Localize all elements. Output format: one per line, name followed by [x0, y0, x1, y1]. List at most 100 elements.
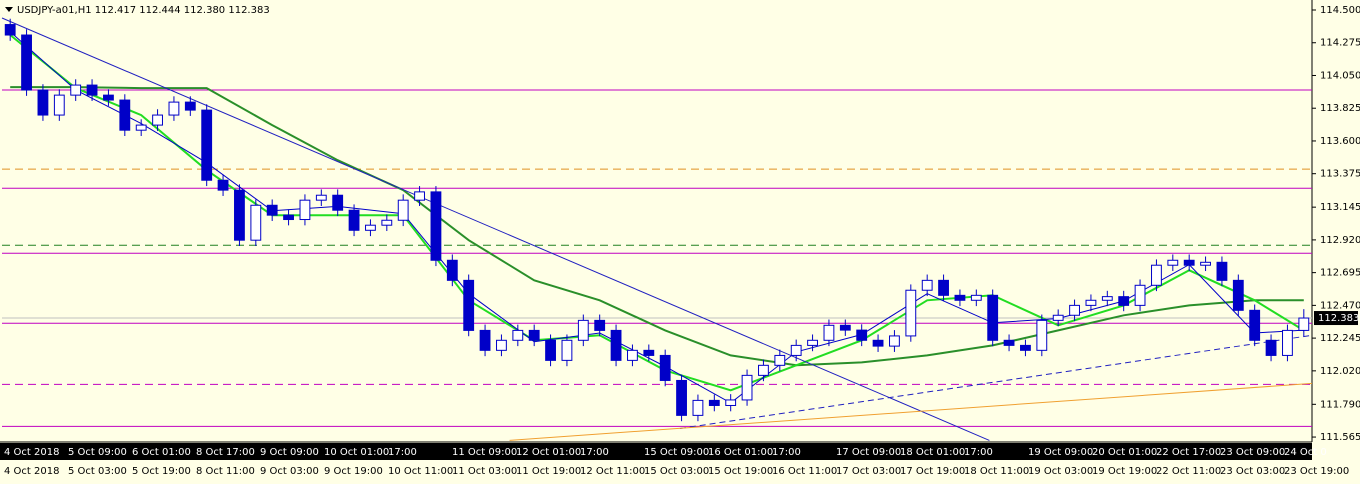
x-label-bottom: 5 Oct 19:00 [132, 466, 191, 477]
candle-body [201, 109, 213, 181]
x-label-top: 17:00 [388, 447, 417, 458]
candle-body [479, 329, 491, 351]
x-label-bottom: 12 Oct 11:00 [580, 466, 645, 477]
candle-body [577, 319, 589, 341]
chart-title: USDJPY-a01,H1 112.417 112.444 112.380 11… [17, 5, 270, 16]
candle-body [1282, 329, 1293, 356]
candle-body [103, 94, 114, 101]
price-tag [1314, 311, 1358, 326]
candle-body [299, 199, 311, 221]
x-label-bottom: 11 Oct 03:00 [452, 466, 517, 477]
x-label-bottom: 10 Oct 11:00 [388, 466, 453, 477]
candle-body [1052, 314, 1064, 321]
x-label-bottom: 19 Oct 03:00 [1028, 466, 1093, 477]
x-label-top: 17:00 [772, 447, 801, 458]
candle-body [234, 189, 245, 241]
x-label-top: 17:00 [964, 447, 993, 458]
candle-body [348, 209, 360, 231]
x-label-top: 18 Oct 01:00 [900, 447, 965, 458]
candle-body [283, 214, 294, 221]
candle-body [970, 294, 982, 301]
candle-body [365, 224, 376, 231]
candle-body [1232, 279, 1244, 311]
y-tick-label: 114.275 [1320, 38, 1360, 49]
indicator-line [10, 86, 1304, 367]
x-label-top: 24 Oct 0 [1284, 447, 1327, 458]
candle-body [659, 354, 671, 381]
indicator-line [509, 382, 1313, 441]
x-label-top: 20 Oct 01:00 [1092, 447, 1157, 458]
x-label-top: 8 Oct 17:00 [196, 447, 255, 458]
x-label-bottom: 23 Oct 19:00 [1284, 466, 1349, 477]
x-label-top: 22 Oct 17:00 [1156, 447, 1221, 458]
y-tick-label: 113.825 [1320, 103, 1360, 114]
x-label-bottom: 22 Oct 11:00 [1156, 466, 1221, 477]
candle-body [496, 339, 507, 351]
x-label-top: 12 Oct 01:00 [516, 447, 581, 458]
x-label-top: 4 Oct 2018 [4, 447, 59, 458]
y-tick-label: 114.050 [1320, 70, 1360, 81]
candle-body [872, 339, 884, 347]
candle-body [184, 101, 196, 111]
candle-body [692, 399, 704, 416]
candle-body [954, 294, 966, 301]
y-tick-label: 111.565 [1320, 432, 1360, 443]
indicator-line [1, 17, 990, 441]
candle-body [266, 204, 278, 216]
x-label-bottom: 4 Oct 2018 [4, 466, 59, 477]
candle-body [168, 101, 180, 116]
candle-body [905, 289, 917, 337]
candle-body [397, 199, 409, 221]
y-tick-label: 113.145 [1320, 202, 1360, 213]
x-label-bottom: 15 Oct 19:00 [708, 466, 773, 477]
y-tick-label: 112.020 [1320, 366, 1360, 377]
candle-body [1085, 299, 1097, 306]
candle-body [839, 324, 851, 331]
x-label-bottom: 11 Oct 19:00 [516, 466, 581, 477]
candle-body [856, 329, 868, 341]
candle-body [1151, 264, 1162, 286]
candle-body [1020, 344, 1031, 351]
x-label-bottom: 5 Oct 03:00 [68, 466, 127, 477]
x-label-top: 17 Oct 09:00 [836, 447, 901, 458]
x-label-bottom: 18 Oct 11:00 [964, 466, 1029, 477]
x-label-top: 9 Oct 09:00 [260, 447, 319, 458]
x-label-bottom: 9 Oct 19:00 [324, 466, 383, 477]
candle-body [643, 349, 655, 356]
candle-body [1216, 261, 1228, 281]
candle-body [1167, 259, 1179, 266]
candle-body [987, 294, 999, 341]
candle-body [1036, 319, 1048, 351]
candle-body [790, 344, 802, 356]
candle-body [1249, 309, 1261, 341]
candle-body [725, 399, 737, 406]
x-label-top: 17:00 [580, 447, 609, 458]
y-tick-label: 112.470 [1320, 300, 1360, 311]
candle-body [152, 114, 163, 126]
x-label-bottom: 19 Oct 19:00 [1092, 466, 1157, 477]
candle-body [21, 34, 32, 91]
x-label-top: 11 Oct 09:00 [452, 447, 517, 458]
candle-body [741, 374, 753, 401]
candle-body [627, 349, 638, 361]
y-tick-label: 113.375 [1320, 169, 1360, 180]
candle-body [545, 339, 556, 361]
candle-body [1298, 317, 1310, 331]
x-label-bottom: 17 Oct 03:00 [836, 466, 901, 477]
x-label-bottom: 8 Oct 11:00 [196, 466, 255, 477]
y-tick-label: 114.500 [1320, 5, 1360, 16]
indicator-line [679, 334, 1313, 429]
candle-body [381, 219, 393, 226]
candle-body [807, 339, 818, 346]
y-tick-label: 111.790 [1320, 399, 1360, 410]
candle-body [1200, 261, 1211, 266]
x-label-top: 6 Oct 01:00 [132, 447, 191, 458]
x-label-bottom: 23 Oct 03:00 [1220, 466, 1285, 477]
candle-body [446, 259, 458, 281]
menu-arrow[interactable] [5, 7, 13, 12]
y-tick-label: 112.695 [1320, 268, 1360, 279]
candle-body [86, 84, 98, 96]
candle-body [528, 329, 540, 341]
price-tag-label: 112.383 [1318, 313, 1359, 324]
